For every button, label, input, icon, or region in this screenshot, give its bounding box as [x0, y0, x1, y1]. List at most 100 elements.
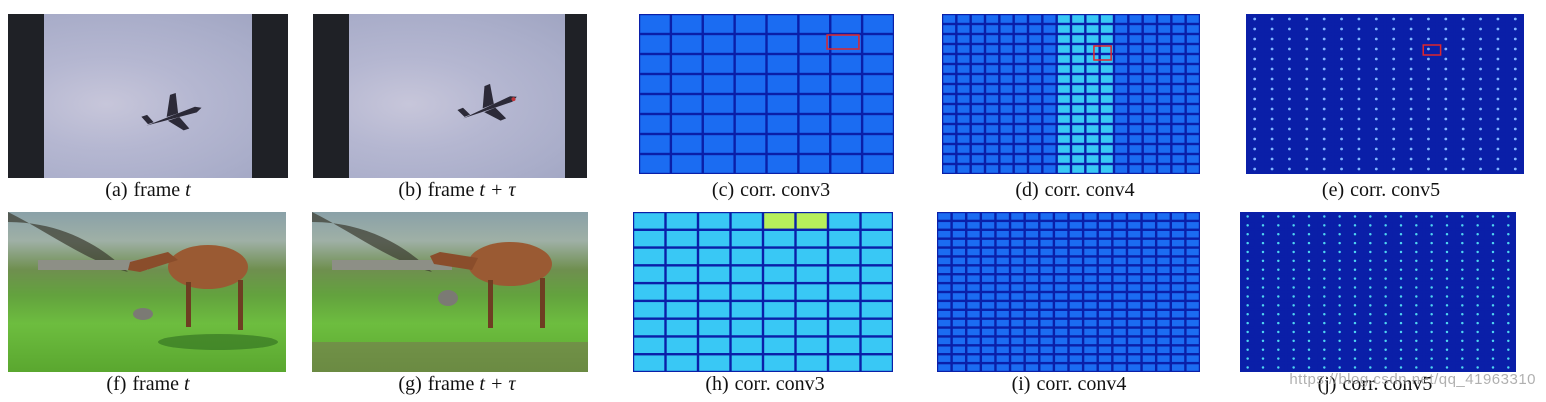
- heat-peak: [1253, 117, 1257, 121]
- heat-cell: [1128, 346, 1141, 354]
- heat-peak: [1340, 57, 1343, 61]
- panel-g-image: [312, 212, 588, 372]
- heat-peak: [1261, 295, 1265, 298]
- heat-peak: [1322, 37, 1326, 41]
- letterbox-right: [252, 14, 288, 178]
- caption-j: (j) corr. conv5: [1317, 373, 1433, 395]
- heat-peak: [1384, 224, 1387, 227]
- heat-peak: [1277, 330, 1280, 334]
- heat-cell: [967, 230, 980, 238]
- heat-cell: [1000, 145, 1013, 153]
- heat-peak: [1491, 295, 1495, 298]
- heat-cell: [1011, 248, 1024, 256]
- heat-peak: [1445, 348, 1449, 352]
- heat-cell: [861, 337, 892, 354]
- heat-peak: [1270, 97, 1274, 101]
- heat-peak: [1357, 127, 1361, 131]
- heat-cell: [957, 95, 970, 103]
- heat-cell: [831, 35, 861, 53]
- heat-peak: [1507, 339, 1510, 343]
- heat-cell: [1128, 337, 1141, 345]
- heat-cell: [1072, 65, 1085, 73]
- heat-cell: [1128, 302, 1141, 309]
- heat-cell: [1043, 115, 1056, 123]
- heat-cell: [1115, 85, 1128, 93]
- heat-cell: [1029, 55, 1042, 63]
- heat-cell: [672, 135, 702, 153]
- heat-peak: [1427, 27, 1430, 31]
- heat-cell: [1057, 135, 1070, 143]
- heat-cell: [1113, 355, 1126, 362]
- heat-cell: [666, 319, 697, 336]
- heat-peak: [1444, 17, 1448, 21]
- heat-cell: [861, 284, 892, 300]
- heat-cell: [986, 105, 999, 113]
- heat-peak: [1496, 27, 1500, 31]
- heat-cell: [938, 248, 951, 256]
- heat-peak: [1476, 304, 1479, 307]
- heat-peak: [1305, 37, 1309, 41]
- heat-cell: [831, 95, 861, 113]
- heat-cell: [1129, 165, 1142, 173]
- heat-cell: [1142, 275, 1155, 282]
- heat-cell: [971, 95, 984, 103]
- heat-peak: [1307, 224, 1311, 227]
- heat-cell: [1186, 25, 1199, 33]
- heat-cell: [1043, 125, 1056, 133]
- heat-cell: [1000, 95, 1013, 103]
- heat-cell: [1172, 125, 1185, 133]
- heat-peak: [1323, 295, 1326, 298]
- heat-cell: [952, 328, 966, 336]
- heat-peak: [1338, 339, 1341, 343]
- heat-cell: [1025, 284, 1039, 291]
- heat-cell: [1142, 319, 1155, 327]
- heat-cell: [986, 35, 999, 43]
- heat-cell: [1086, 65, 1099, 73]
- heat-peak: [1292, 357, 1295, 360]
- heat-cell: [1113, 302, 1126, 309]
- heat-cell: [1072, 135, 1085, 143]
- heat-cell: [1011, 346, 1024, 354]
- heat-cell: [952, 222, 966, 229]
- heat-peak: [1496, 167, 1500, 171]
- heat-peak: [1253, 127, 1257, 131]
- heat-peak: [1305, 137, 1309, 141]
- heat-cell: [731, 230, 762, 247]
- heat-peak: [1491, 330, 1495, 334]
- heat-cell: [1100, 35, 1113, 43]
- heat-cell: [764, 337, 795, 354]
- heat-peak: [1305, 57, 1309, 61]
- heat-peak: [1353, 339, 1357, 343]
- heat-peak: [1353, 312, 1357, 316]
- heat-cell: [1115, 65, 1128, 73]
- heat-peak: [1323, 366, 1326, 369]
- heat-cell: [938, 213, 951, 220]
- heat-peak: [1340, 37, 1343, 41]
- heat-cell: [1000, 155, 1013, 163]
- heat-cell: [971, 115, 984, 123]
- panel-c-heatmap: [639, 14, 894, 174]
- heat-cell: [1014, 165, 1027, 173]
- heat-peak: [1357, 97, 1361, 101]
- heat-cell: [996, 346, 1009, 354]
- heat-cell: [1157, 302, 1170, 309]
- heat-cell: [703, 95, 734, 113]
- heat-peak: [1392, 17, 1396, 21]
- heat-peak: [1444, 57, 1448, 61]
- heat-cell: [1069, 275, 1082, 282]
- heat-peak: [1479, 127, 1482, 131]
- heat-peak: [1246, 224, 1249, 227]
- heat-cell: [735, 75, 766, 93]
- heat-cell: [1072, 95, 1085, 103]
- heat-cell: [1043, 25, 1056, 33]
- heat-cell: [731, 284, 762, 300]
- heat-cell: [986, 45, 999, 53]
- heat-peak: [1415, 295, 1418, 298]
- heat-peak: [1415, 366, 1418, 369]
- heat-cell: [1142, 213, 1155, 220]
- heat-cell: [1000, 15, 1013, 23]
- heat-peak: [1322, 47, 1326, 51]
- heat-peak: [1415, 339, 1418, 343]
- heat-cell: [938, 346, 951, 354]
- heat-peak: [1513, 67, 1517, 71]
